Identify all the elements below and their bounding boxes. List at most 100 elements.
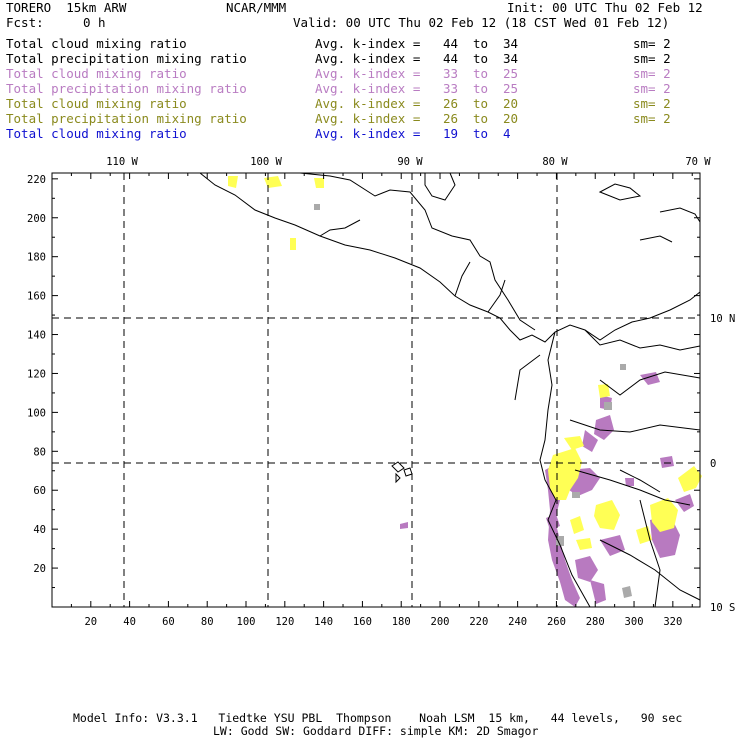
y-tick-label: 100 bbox=[27, 407, 46, 419]
coastline bbox=[539, 331, 591, 608]
lat-label: 0 bbox=[710, 458, 716, 470]
legend-sm: sm= 2 bbox=[633, 36, 671, 51]
coastline bbox=[574, 469, 691, 506]
contour-region bbox=[625, 478, 634, 486]
x-tick-label: 220 bbox=[469, 616, 488, 628]
y-tick-label: 200 bbox=[27, 213, 46, 225]
y-tick-label: 180 bbox=[27, 252, 46, 264]
org-label: NCAR/MMM bbox=[226, 0, 287, 15]
coastline bbox=[599, 371, 701, 396]
x-tick-label: 280 bbox=[586, 616, 605, 628]
coastline bbox=[319, 219, 361, 237]
x-tick-label: 300 bbox=[625, 616, 644, 628]
contour-region bbox=[650, 498, 678, 532]
contour-region bbox=[545, 462, 580, 607]
legend-to-word: to bbox=[473, 66, 489, 81]
coastline bbox=[619, 469, 661, 493]
axis-ticks: 220 200 180 160 140 120 100 80 60 40 20 20 40 60 80 100… bbox=[27, 156, 735, 628]
coastline bbox=[639, 499, 661, 608]
coastline bbox=[454, 261, 471, 297]
x-tick-label: 40 bbox=[123, 616, 136, 628]
legend-kindex: Avg. k-index = bbox=[315, 36, 421, 51]
contour-region bbox=[604, 402, 612, 410]
contour-region bbox=[594, 500, 620, 530]
legend-from: 33 bbox=[443, 66, 459, 81]
legend-to-word: to bbox=[473, 36, 489, 51]
legend-field: Total precipitation mixing ratio bbox=[6, 81, 247, 96]
legend-to: 4 bbox=[503, 126, 511, 141]
coastline bbox=[598, 183, 642, 201]
contour-region bbox=[564, 436, 584, 450]
contour-region bbox=[636, 526, 652, 544]
coastline bbox=[514, 354, 541, 401]
legend-from: 44 bbox=[443, 51, 459, 66]
coastlines bbox=[199, 172, 701, 608]
contour-region bbox=[314, 178, 324, 188]
contour-region bbox=[572, 492, 580, 498]
coastline bbox=[599, 539, 701, 601]
fcst-label: Fcst: bbox=[6, 15, 44, 30]
lon-label: 70 W bbox=[685, 156, 711, 168]
contour-region bbox=[556, 536, 564, 546]
lon-label: 80 W bbox=[542, 156, 568, 168]
x-tick-label: 60 bbox=[162, 616, 175, 628]
legend-from: 33 bbox=[443, 81, 459, 96]
legend-field: Total precipitation mixing ratio bbox=[6, 111, 247, 126]
model-info: Model Info: V3.3.1 Tiedtke YSU PBL Thomp… bbox=[73, 711, 683, 725]
contour-region bbox=[675, 494, 694, 512]
coastline bbox=[299, 172, 536, 331]
lon-label: 100 W bbox=[250, 156, 282, 168]
x-tick-label: 240 bbox=[508, 616, 527, 628]
x-tick-label: 140 bbox=[314, 616, 333, 628]
coastline bbox=[487, 279, 506, 313]
legend-to-word: to bbox=[473, 111, 489, 126]
x-tick-label: 100 bbox=[237, 616, 256, 628]
coastline bbox=[569, 419, 701, 433]
coastline bbox=[395, 472, 401, 484]
contour-region bbox=[546, 514, 560, 530]
legend-from: 26 bbox=[443, 96, 459, 111]
x-tick-label: 180 bbox=[392, 616, 411, 628]
coastline bbox=[639, 235, 673, 243]
y-tick-label: 120 bbox=[27, 368, 46, 380]
legend-kindex: Avg. k-index = bbox=[315, 51, 421, 66]
legend-field: Total cloud mixing ratio bbox=[6, 36, 187, 51]
valid-time: Valid: 00 UTC Thu 02 Feb 12 (18 CST Wed … bbox=[293, 15, 670, 30]
legend-kindex: Avg. k-index = bbox=[315, 111, 421, 126]
legend-field: Total cloud mixing ratio bbox=[6, 96, 187, 111]
contour-region bbox=[314, 204, 320, 210]
y-tick-label: 60 bbox=[33, 485, 46, 497]
contour-region bbox=[678, 466, 702, 492]
legend-sm: sm= 2 bbox=[633, 111, 671, 126]
x-tick-label: 120 bbox=[275, 616, 294, 628]
field-contours bbox=[228, 176, 702, 607]
legend-sm: sm= 2 bbox=[633, 51, 671, 66]
contour-region bbox=[598, 384, 610, 398]
x-tick-label: 260 bbox=[547, 616, 566, 628]
contour-region bbox=[620, 364, 626, 370]
contour-region bbox=[575, 556, 598, 582]
legend-kindex: Avg. k-index = bbox=[315, 126, 421, 141]
y-tick-label: 80 bbox=[33, 446, 46, 458]
legend-kindex: Avg. k-index = bbox=[315, 81, 421, 96]
legend-to-word: to bbox=[473, 51, 489, 66]
legend-to: 20 bbox=[503, 111, 519, 126]
y-tick-label: 20 bbox=[33, 563, 46, 575]
coastline bbox=[659, 207, 701, 223]
contour-region bbox=[622, 586, 632, 598]
contour-region bbox=[228, 176, 238, 188]
x-tick-label: 20 bbox=[84, 616, 97, 628]
x-tick-label: 80 bbox=[201, 616, 214, 628]
init-time: Init: 00 UTC Thu 02 Feb 12 bbox=[507, 0, 703, 15]
lon-label: 90 W bbox=[397, 156, 423, 168]
y-tick-label: 160 bbox=[27, 291, 46, 303]
legend-sm: sm= 2 bbox=[633, 81, 671, 96]
legend-field: Total cloud mixing ratio bbox=[6, 126, 187, 141]
y-tick-label: 140 bbox=[27, 330, 46, 342]
lat-lon-grid bbox=[52, 173, 700, 607]
x-tick-label: 200 bbox=[431, 616, 450, 628]
legend-sm: sm= 2 bbox=[633, 96, 671, 111]
lat-label: 10 S bbox=[710, 602, 735, 614]
plot-frame bbox=[51, 172, 701, 608]
